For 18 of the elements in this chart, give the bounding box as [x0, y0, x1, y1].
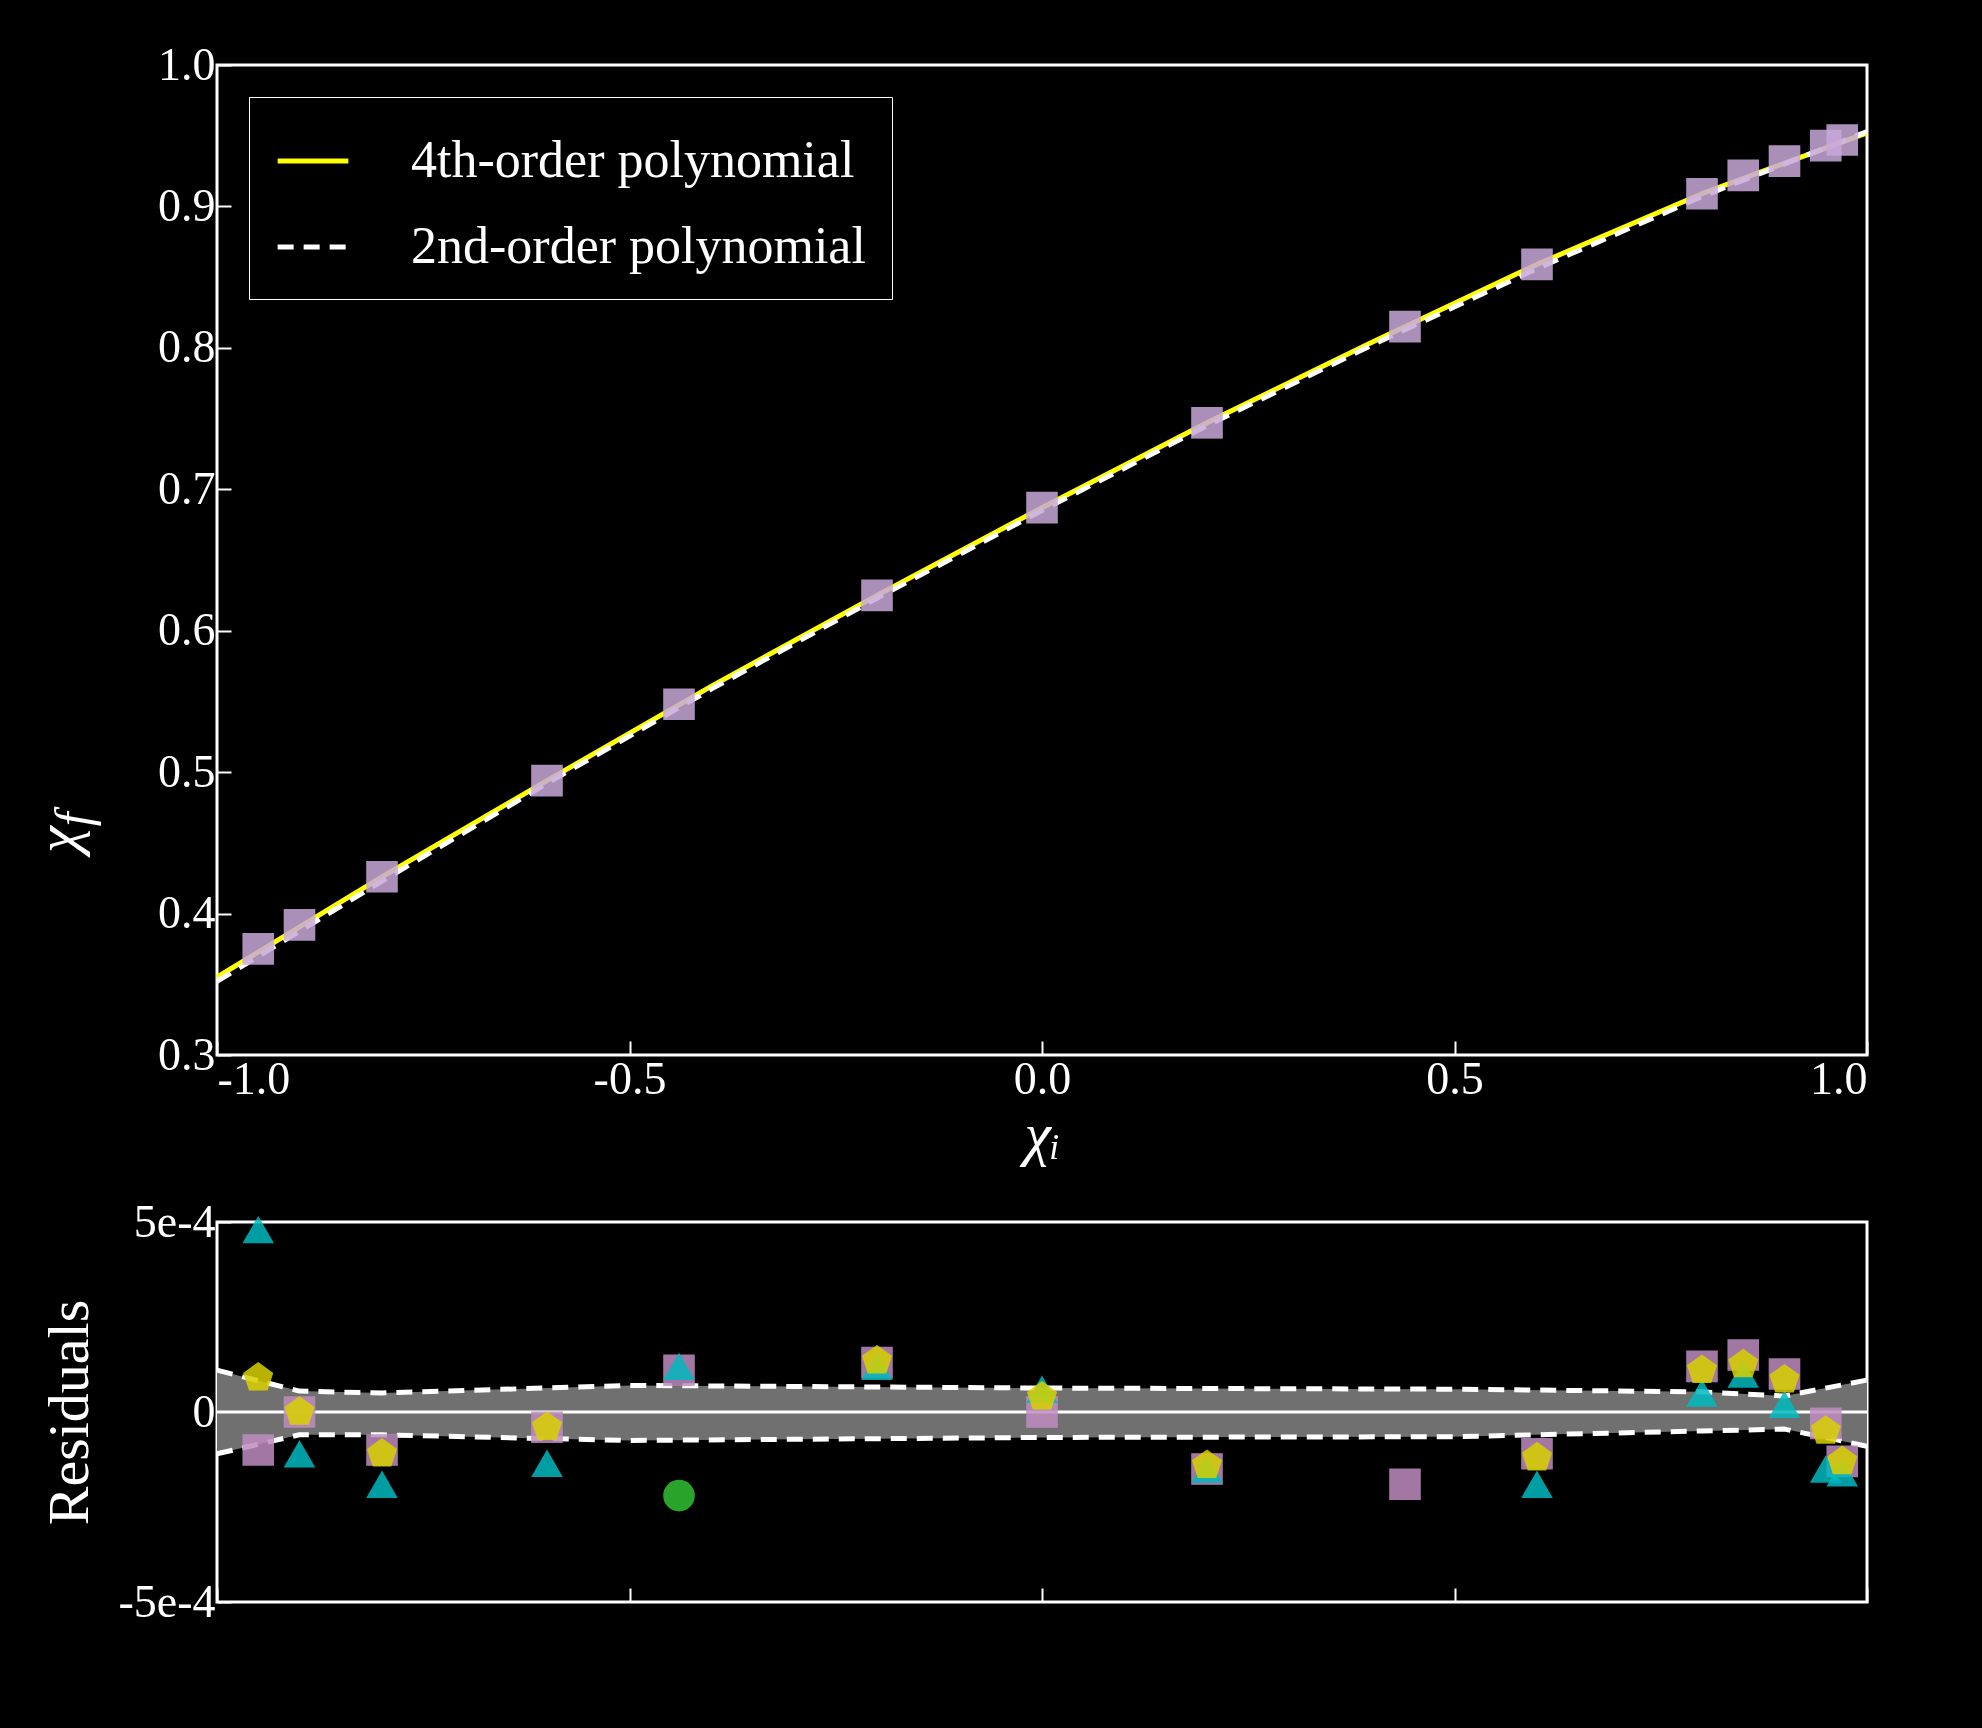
x-tick-label: 1.0: [1810, 1052, 1868, 1104]
y-tick-label: -5e-4: [118, 1575, 216, 1627]
legend-label: 4th-order polynomial: [411, 131, 855, 188]
y-axis-title: Residuals: [36, 1299, 102, 1526]
legend-label: 2nd-order polynomial: [411, 217, 866, 274]
y-tick-label: 0.6: [158, 604, 216, 656]
x-tick-label: -0.5: [593, 1052, 667, 1104]
x-tick-label: -1.0: [217, 1052, 291, 1104]
y-tick-label: 0.9: [158, 179, 216, 231]
y-tick-label: 0.8: [158, 321, 216, 373]
y-tick-label: 0.3: [158, 1028, 216, 1080]
y-tick-label: 0.7: [158, 462, 216, 514]
y-tick-label: 1.0: [158, 38, 216, 90]
y-tick-label: 0: [192, 1385, 216, 1437]
y-tick-label: 5e-4: [133, 1195, 216, 1247]
y-tick-label: 0.5: [158, 745, 216, 797]
x-tick-label: 0.5: [1426, 1052, 1484, 1104]
y-tick-label: 0.4: [158, 887, 216, 939]
